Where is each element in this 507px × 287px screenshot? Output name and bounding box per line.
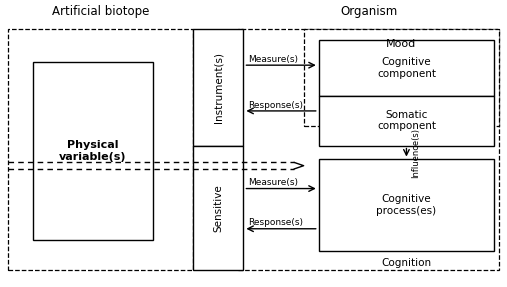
Text: Sensitive: Sensitive (213, 184, 224, 232)
Text: Instrument(s): Instrument(s) (213, 52, 224, 123)
Text: Artificial biotope: Artificial biotope (52, 5, 149, 18)
Bar (193, 146, 243, 270)
Text: Cognitive
process(es): Cognitive process(es) (376, 194, 437, 216)
Text: Somatic
component: Somatic component (377, 110, 436, 131)
Text: Physical
variable(s): Physical variable(s) (59, 140, 127, 162)
Bar (319, 160, 494, 251)
Bar (319, 96, 494, 146)
Text: Mood: Mood (386, 39, 417, 49)
Bar (193, 29, 243, 146)
Text: Response(s): Response(s) (248, 218, 304, 227)
Bar (319, 40, 494, 96)
Text: Measure(s): Measure(s) (248, 178, 299, 187)
Text: Cognition: Cognition (381, 258, 431, 267)
Text: Cognitive
component: Cognitive component (377, 57, 436, 79)
Bar (304, 29, 499, 126)
Text: Influence(s): Influence(s) (412, 127, 420, 178)
Bar (33, 62, 153, 240)
Text: Measure(s): Measure(s) (248, 55, 299, 64)
Text: Response(s): Response(s) (248, 100, 304, 110)
Bar (238, 29, 499, 270)
Text: Organism: Organism (340, 5, 397, 18)
Bar (8, 29, 193, 270)
